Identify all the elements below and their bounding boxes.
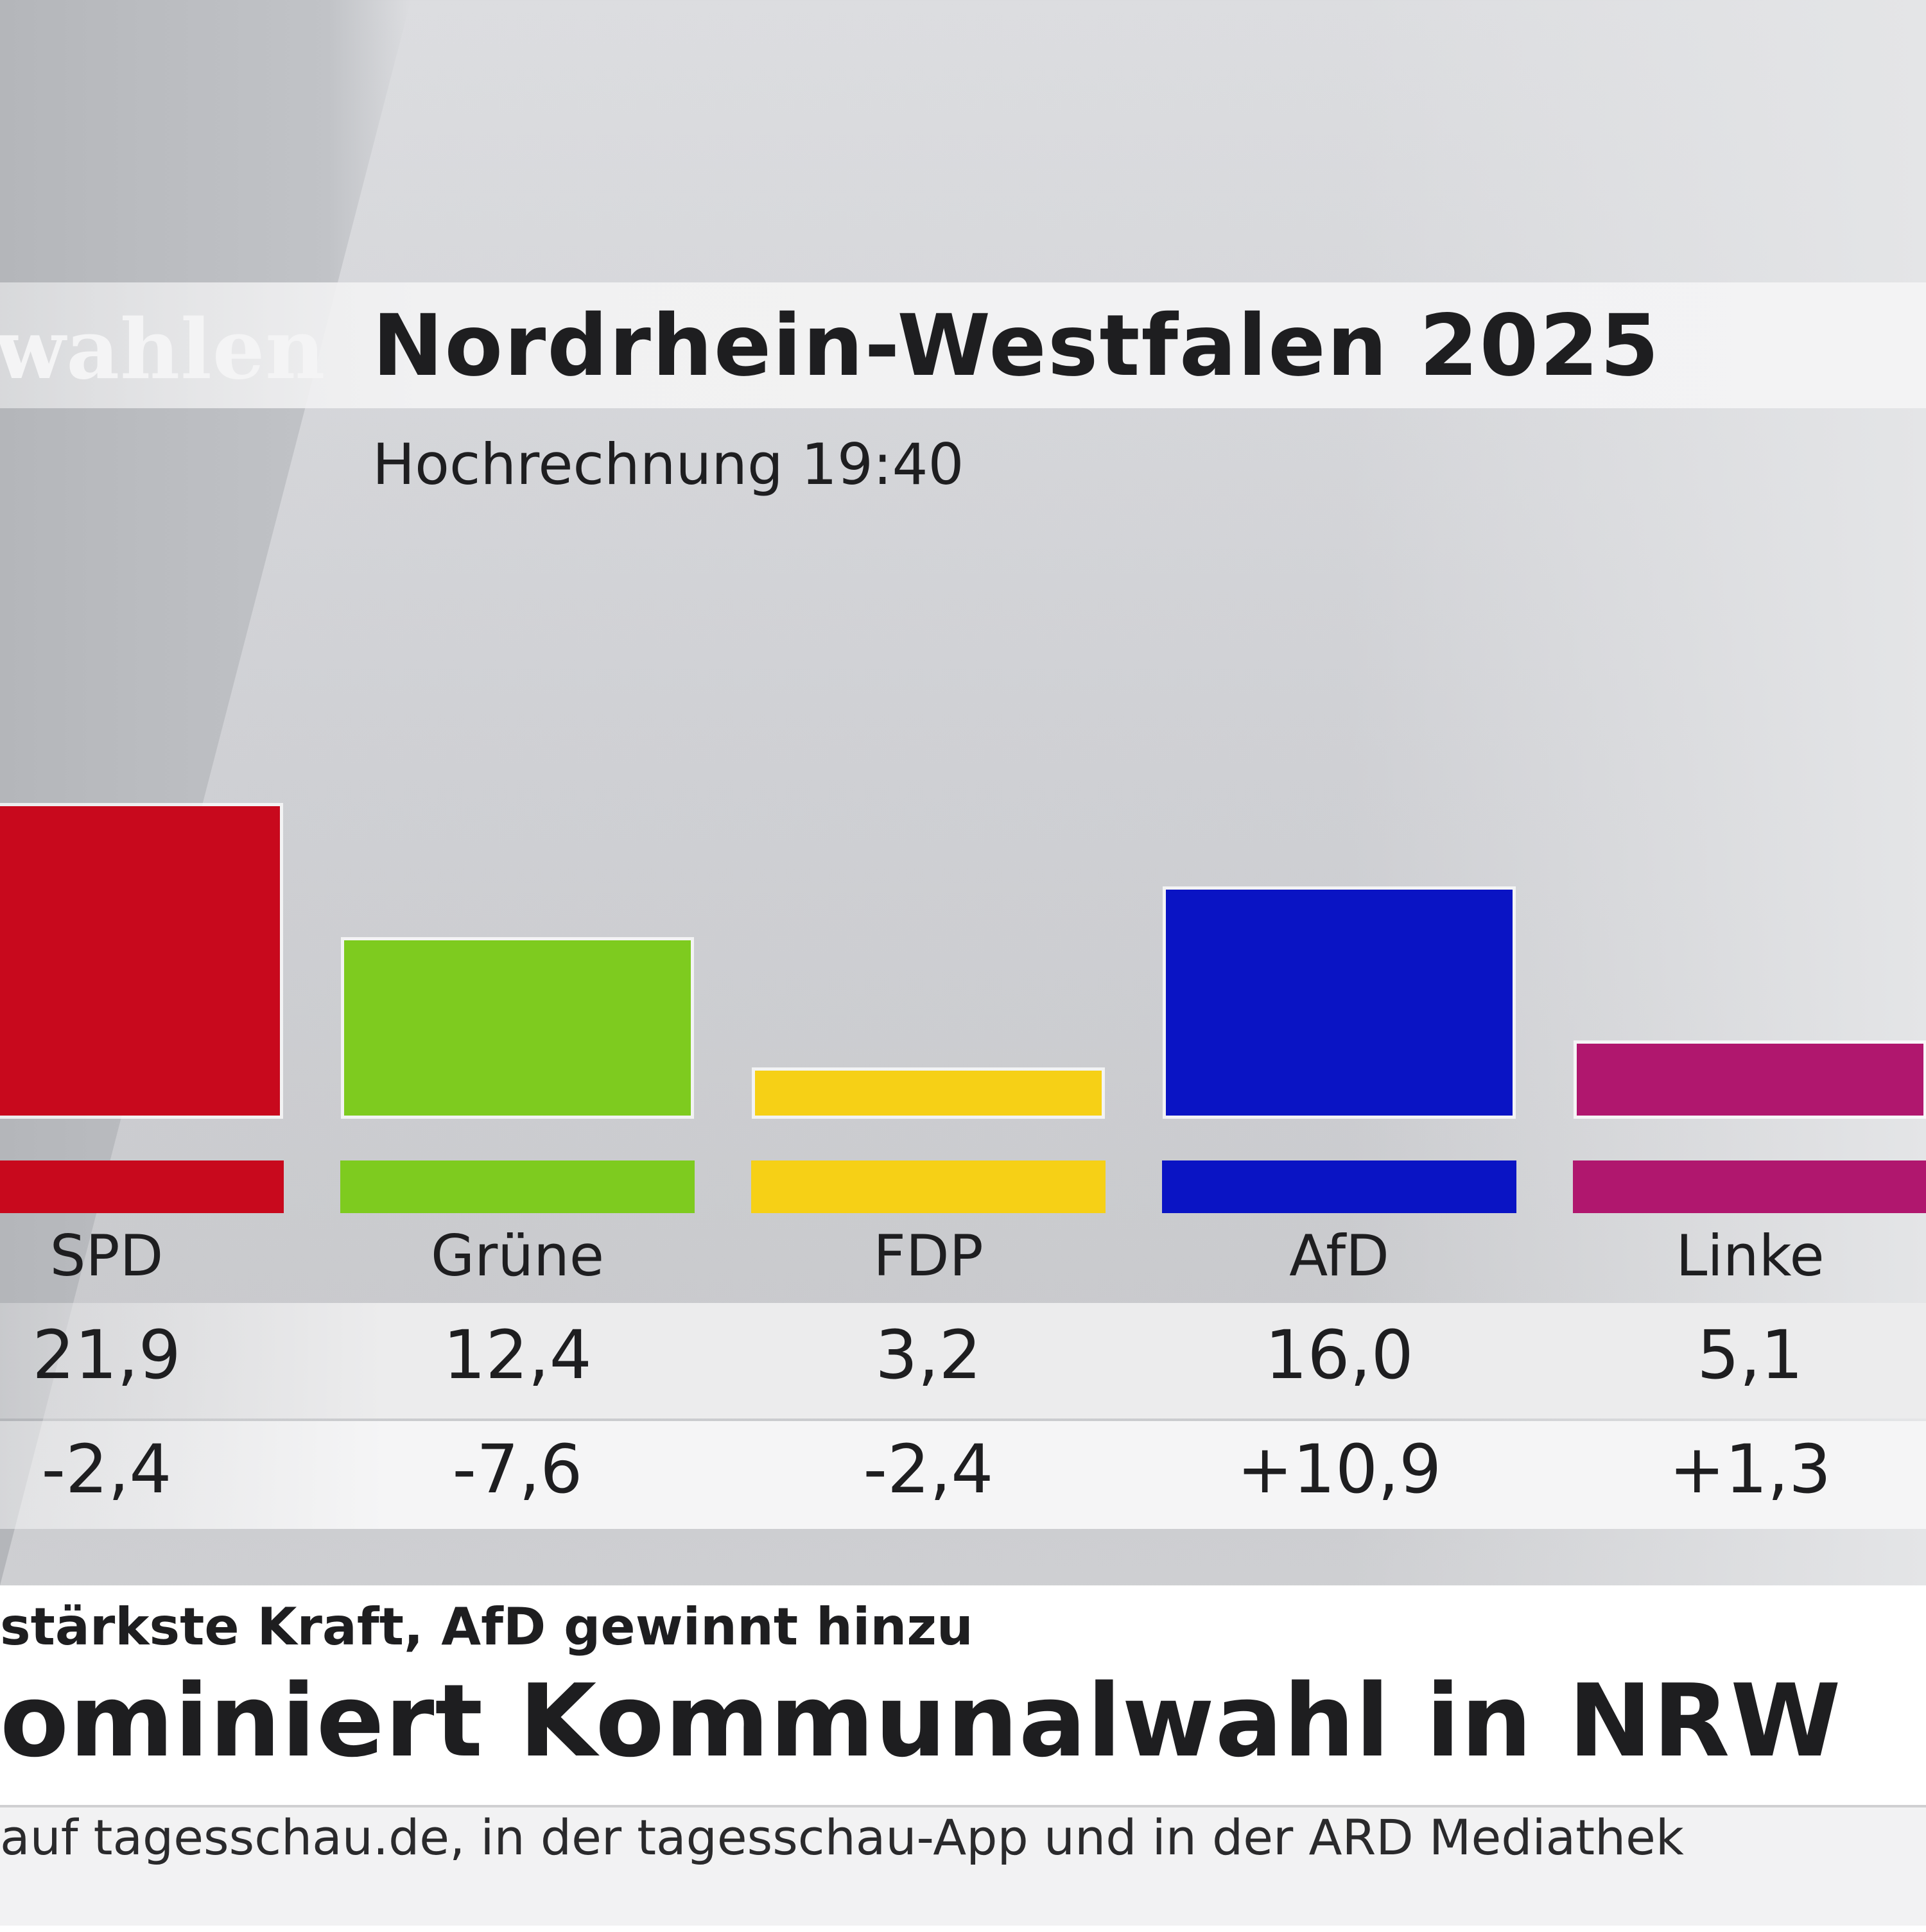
party-label: FDP xyxy=(873,1223,984,1289)
change-value: -7,6 xyxy=(452,1430,583,1508)
party-label: AfD xyxy=(1289,1223,1389,1289)
party-label: SPD xyxy=(49,1223,164,1289)
percent-value: 5,1 xyxy=(1697,1316,1803,1394)
party-color-strip xyxy=(1573,1160,1926,1213)
party-color-strip xyxy=(1162,1160,1516,1213)
change-row xyxy=(0,1421,1926,1529)
bar-afd xyxy=(1166,890,1513,1116)
result-row xyxy=(0,1303,1926,1419)
bar-spd xyxy=(0,806,280,1116)
percent-value: 21,9 xyxy=(32,1316,181,1394)
percent-value: 16,0 xyxy=(1265,1316,1414,1394)
bar-grüne xyxy=(344,940,691,1116)
percent-value: 12,4 xyxy=(443,1316,592,1394)
program-logo-text: wahlen xyxy=(0,302,326,398)
change-value: -2,4 xyxy=(41,1430,172,1508)
party-color-strip xyxy=(340,1160,695,1213)
party-color-strip xyxy=(751,1160,1106,1213)
change-value: -2,4 xyxy=(863,1430,994,1508)
percent-value: 3,2 xyxy=(875,1316,982,1394)
news-headline: ominiert Kommunalwahl in NRW xyxy=(0,1662,1842,1779)
divider xyxy=(0,1805,1926,1807)
news-kicker: stärkste Kraft, AfD gewinnt hinzu xyxy=(0,1597,973,1657)
ticker-band xyxy=(0,1807,1926,1926)
bar-fdp xyxy=(755,1071,1102,1116)
party-label: Grüne xyxy=(430,1223,605,1289)
party-label: Linke xyxy=(1676,1223,1825,1289)
news-ticker: auf tagesschau.de, in der tagesschau-App… xyxy=(0,1809,1684,1866)
party-color-strip xyxy=(0,1160,284,1213)
chart-subtitle: Hochrechnung 19:40 xyxy=(372,431,964,497)
change-value: +10,9 xyxy=(1236,1430,1442,1508)
title-band xyxy=(0,282,1926,408)
bar-linke xyxy=(1577,1044,1923,1116)
chart-title: Nordrhein-Westfalen 2025 xyxy=(372,297,1661,395)
change-value: +1,3 xyxy=(1669,1430,1832,1508)
